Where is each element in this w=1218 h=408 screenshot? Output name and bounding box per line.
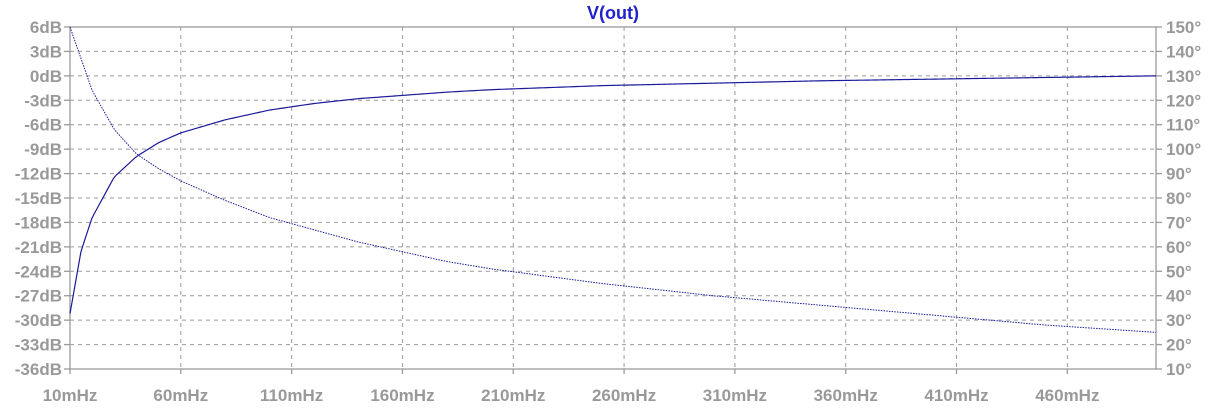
- y-right-tick-label: 60°: [1166, 238, 1192, 257]
- y-right-tick-label: 40°: [1166, 287, 1192, 306]
- y-left-tick-label: -12dB: [15, 165, 62, 184]
- x-axis-ticks: 10mHz 60mHz 110mHz 160mHz 210mHz 260mHz 310mHz…: [43, 369, 1099, 405]
- y-right-tick-label: 70°: [1166, 213, 1192, 232]
- y-right-tick-label: 90°: [1166, 165, 1192, 184]
- x-tick-label: 460mHz: [1035, 386, 1099, 405]
- y-left-tick-label: 0dB: [30, 67, 62, 86]
- y-right-tick-label: 10°: [1166, 360, 1192, 379]
- y-right-tick-label: 140°: [1166, 42, 1201, 61]
- y-left-tick-label: -36dB: [15, 360, 62, 379]
- y-left-tick-label: -21dB: [15, 238, 62, 257]
- y-right-tick-label: 150°: [1166, 18, 1201, 37]
- y-right-tick-label: 130°: [1166, 67, 1201, 86]
- y-left-tick-label: 3dB: [30, 42, 62, 61]
- y-left-tick-label: -9dB: [24, 140, 62, 159]
- x-tick-label: 10mHz: [43, 386, 98, 405]
- chart-title: V(out): [587, 3, 639, 23]
- y-left-tick-label: -18dB: [15, 213, 62, 232]
- phase-series-line: [69, 26, 1157, 333]
- y-right-tick-label: 100°: [1166, 140, 1201, 159]
- y-right-tick-label: 50°: [1166, 262, 1192, 281]
- y-right-tick-label: 120°: [1166, 91, 1201, 110]
- series: [69, 26, 1157, 333]
- y-left-tick-label: -27dB: [15, 287, 62, 306]
- y-right-axis-ticks: 150° 140° 130° 120° 110° 100° 90° 80° 70° 60° 50° 4…: [1156, 18, 1201, 379]
- y-left-axis-ticks: 6dB 3dB 0dB -3dB -6dB -9dB -12dB -15dB -18dB -21d…: [15, 18, 70, 379]
- y-left-tick-label: -30dB: [15, 311, 62, 330]
- x-tick-label: 410mHz: [924, 386, 988, 405]
- x-tick-label: 360mHz: [814, 386, 878, 405]
- y-left-tick-label: -24dB: [15, 262, 62, 281]
- y-left-tick-label: -6dB: [24, 116, 62, 135]
- x-tick-label: 160mHz: [370, 386, 434, 405]
- y-left-tick-label: 6dB: [30, 18, 62, 37]
- y-right-tick-label: 20°: [1166, 336, 1192, 355]
- y-left-tick-label: -33dB: [15, 336, 62, 355]
- y-left-tick-label: -3dB: [24, 91, 62, 110]
- y-right-tick-label: 30°: [1166, 311, 1192, 330]
- y-right-tick-label: 110°: [1166, 116, 1200, 135]
- x-tick-label: 110mHz: [260, 386, 323, 405]
- magnitude-series-line: [69, 75, 1157, 314]
- grid: [70, 27, 1156, 369]
- y-left-tick-label: -15dB: [15, 189, 62, 208]
- y-right-tick-label: 80°: [1166, 189, 1192, 208]
- x-tick-label: 260mHz: [592, 386, 656, 405]
- x-tick-label: 310mHz: [703, 386, 767, 405]
- x-tick-label: 60mHz: [153, 386, 208, 405]
- x-tick-label: 210mHz: [481, 386, 545, 405]
